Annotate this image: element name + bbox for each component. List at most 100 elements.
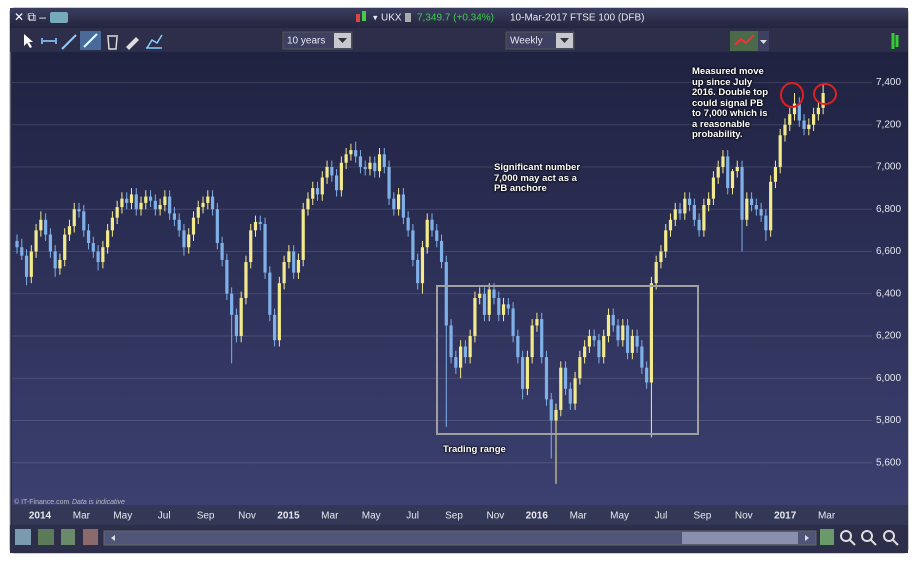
measure-tool[interactable]	[41, 38, 57, 44]
keyboard-icon[interactable]	[50, 12, 68, 23]
annotation: Trading range	[443, 444, 506, 455]
range-box	[436, 285, 699, 435]
candle-body	[759, 209, 763, 216]
candle-body	[430, 219, 434, 231]
candle-body	[425, 219, 429, 248]
annotation: Significant number 7,000 may act as a PB…	[494, 162, 581, 194]
candle-body	[244, 262, 248, 298]
candle-body	[168, 196, 172, 214]
delete-tool[interactable]	[107, 35, 118, 50]
candle-body	[535, 319, 539, 326]
candle-body	[20, 247, 24, 256]
highlight-circle	[780, 82, 804, 108]
x-tick-label: Mar	[73, 511, 91, 522]
candle-body	[268, 272, 272, 315]
candle-body	[664, 230, 668, 252]
x-tick-label: 2016	[526, 511, 549, 522]
bottom-tool[interactable]	[83, 529, 98, 545]
fib-tool[interactable]	[146, 34, 163, 49]
candle-body	[645, 367, 649, 383]
candle-body	[239, 297, 243, 336]
scrollbar[interactable]	[103, 530, 817, 546]
candle-body	[559, 367, 563, 410]
candle-body	[678, 209, 682, 214]
price: 7,349.7 (+0.34%)	[417, 13, 494, 24]
candle-body	[435, 230, 439, 241]
candle-body	[187, 234, 191, 248]
candle-body	[606, 314, 611, 336]
zoom-out[interactable]	[861, 530, 873, 542]
candle-body	[420, 247, 425, 284]
pointer-tool[interactable]	[24, 34, 33, 48]
candle-body	[106, 230, 110, 248]
side-icon[interactable]	[891, 33, 899, 49]
x-tick-label: Jul	[655, 511, 668, 522]
x-tick-label: May	[610, 511, 629, 522]
zoom-in[interactable]	[883, 530, 895, 542]
candle-body	[34, 230, 38, 252]
candle-body	[225, 259, 229, 294]
candle-body	[764, 215, 768, 231]
candle-body	[77, 209, 81, 212]
candle-body	[115, 207, 119, 218]
symbol-icon[interactable]	[362, 11, 366, 21]
candle-body	[401, 194, 405, 218]
candle-body	[144, 196, 148, 203]
candle-body	[86, 230, 91, 244]
y-tick-label: 6,800	[876, 204, 901, 215]
candle-body	[668, 219, 673, 231]
y-tick-label: 5,600	[876, 457, 901, 468]
x-tick-label: Jul	[406, 511, 419, 522]
bottom-tool[interactable]	[820, 529, 834, 545]
candle-body	[320, 177, 324, 195]
candle-body	[583, 346, 587, 358]
y-tick-label: 7,200	[876, 119, 901, 130]
x-tick-label: 2015	[277, 511, 300, 522]
symbol-icon[interactable]	[356, 14, 360, 22]
candle-body	[640, 346, 644, 368]
ruler-tool[interactable]	[126, 37, 139, 50]
candle-body	[711, 177, 716, 199]
window-controls[interactable]: ✕ ⧉ –	[14, 10, 46, 24]
scroll-thumb[interactable]	[682, 532, 798, 544]
candle-body	[497, 297, 501, 315]
bottom-tool[interactable]	[15, 529, 31, 545]
candle-body	[592, 335, 596, 341]
info-icon[interactable]	[405, 13, 411, 22]
candle-body	[683, 198, 687, 214]
line-tool[interactable]	[61, 34, 77, 50]
symbol[interactable]: UKX	[381, 13, 402, 24]
candle-body	[702, 205, 706, 231]
y-tick-label: 6,600	[876, 246, 901, 257]
candle-body	[263, 224, 267, 273]
bottom-tool[interactable]	[38, 529, 54, 545]
candle-body	[621, 325, 625, 341]
candle-body	[501, 304, 506, 315]
interval: Weekly	[510, 36, 543, 47]
candle-body	[134, 194, 138, 210]
candle-body	[578, 357, 582, 379]
candle-body	[234, 314, 239, 336]
bottom-tool[interactable]	[61, 529, 75, 545]
candle-body	[253, 221, 258, 231]
candle-body	[373, 162, 377, 172]
zoom-fit[interactable]	[840, 530, 852, 542]
x-tick-label: Jul	[158, 511, 171, 522]
x-tick-label: 2017	[774, 511, 797, 522]
dropdown-arrow[interactable]: ▾	[373, 12, 378, 22]
candle-body	[630, 335, 634, 353]
candle-body	[296, 259, 301, 273]
candle-body	[625, 325, 630, 353]
candle-body	[282, 262, 286, 284]
candle-body	[692, 205, 696, 220]
candle-body	[220, 243, 224, 260]
candle-body	[635, 335, 639, 347]
candle-body	[292, 251, 296, 273]
candle-body	[807, 124, 811, 129]
candle-body	[125, 198, 129, 203]
candle-body	[587, 335, 591, 347]
candle-body	[549, 399, 553, 421]
candle-body	[778, 135, 782, 167]
candle-body	[416, 259, 420, 284]
